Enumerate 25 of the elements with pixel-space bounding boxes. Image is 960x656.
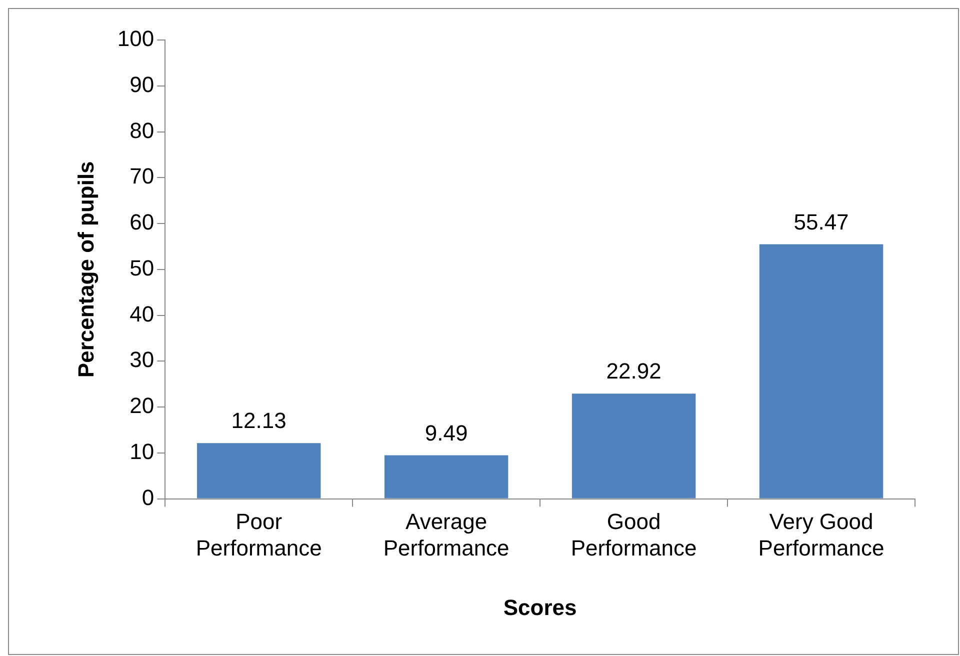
bar [384,455,508,498]
y-tick-label: 70 [130,164,154,189]
y-tick-label: 50 [130,255,154,280]
y-tick-label: 80 [130,118,154,143]
x-tick-label: Good Performance [570,509,697,560]
y-tick-label: 100 [117,26,154,52]
data-label: 55.47 [794,209,849,234]
data-label: 22.92 [606,358,662,384]
bar [196,443,321,498]
x-tick-label: Average Performance [383,509,510,560]
y-tick-label: 10 [130,438,154,464]
x-axis-title: Scores [503,594,577,620]
y-tick-label: 90 [130,72,154,97]
y-tick-label: 60 [130,210,154,235]
bar [759,244,884,498]
x-tick-label: Very Good Performance [758,509,884,560]
y-tick-label: 0 [142,484,154,510]
bar [572,394,696,498]
y-tick-label: 40 [130,301,154,326]
y-tick-label: 20 [130,393,154,418]
data-label: 12.13 [231,408,286,434]
y-axis-title: Percentage of pupils [73,161,98,378]
data-label: 9.49 [424,420,468,446]
y-tick-label: 30 [130,347,154,372]
x-tick-label: Poor Performance [196,509,322,560]
